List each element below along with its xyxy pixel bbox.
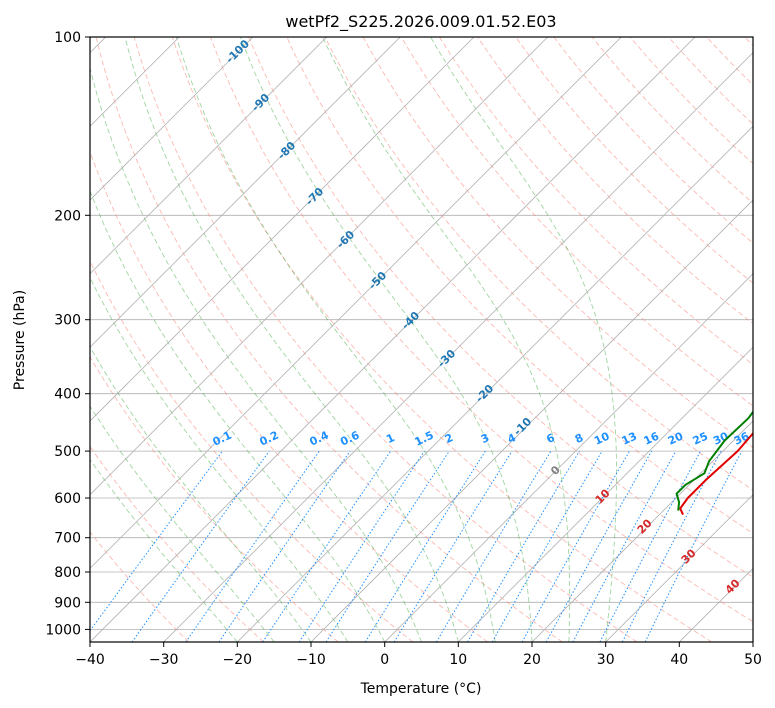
y-tick-label: 500 bbox=[54, 444, 81, 460]
y-tick-label: 600 bbox=[54, 491, 81, 507]
x-tick-label: −40 bbox=[75, 652, 105, 668]
temperature-line bbox=[679, 431, 753, 516]
dry-adiabat bbox=[439, 37, 753, 365]
mixing-ratio-line bbox=[644, 450, 743, 642]
mixing-ratio-label: 13 bbox=[620, 430, 639, 448]
x-tick-label: −10 bbox=[296, 652, 326, 668]
moist-adiabat bbox=[90, 458, 238, 642]
mixing-ratio-line bbox=[262, 450, 392, 642]
y-tick-label: 700 bbox=[54, 531, 81, 547]
pressure-gridlines bbox=[90, 37, 753, 630]
mixing-ratio-line bbox=[521, 450, 630, 642]
y-tick-label: 900 bbox=[54, 595, 81, 611]
dry-adiabat bbox=[248, 37, 753, 578]
dry-adiabat bbox=[324, 37, 753, 491]
skewed-isotherm bbox=[90, 37, 548, 496]
mixing-ratio-line bbox=[393, 450, 513, 642]
mixing-ratio-line bbox=[131, 450, 270, 642]
moist-adiabat bbox=[239, 37, 533, 642]
plot-area: -100-90-80-70-60-50-40-30-20-1000.1 0.2 0.… bbox=[90, 37, 753, 642]
moist-adiabat bbox=[430, 37, 617, 642]
mixing-ratio-line bbox=[435, 450, 552, 642]
x-tick-label: 30 bbox=[597, 652, 615, 668]
x-tick-label: −20 bbox=[223, 652, 253, 668]
moist-adiabat bbox=[90, 405, 275, 642]
dry-adiabat bbox=[171, 37, 712, 642]
mixing-ratio-line bbox=[185, 450, 320, 642]
x-tick-label: 10 bbox=[449, 652, 467, 668]
skewed-isotherm bbox=[90, 37, 696, 642]
y-tick-label: 400 bbox=[54, 387, 81, 403]
y-tick-label: 100 bbox=[54, 30, 81, 46]
dry-adiabat bbox=[90, 356, 339, 642]
skewed-isotherm bbox=[163, 52, 753, 642]
mixing-ratio-line bbox=[298, 450, 425, 642]
mixing-ratio-label: 20 bbox=[666, 429, 686, 447]
skewed-isotherm bbox=[605, 494, 753, 642]
mixing-ratio-line bbox=[621, 450, 722, 642]
y-tick-label: 1000 bbox=[45, 622, 81, 638]
mixing-ratio-line bbox=[572, 450, 677, 642]
mixing-ratio-label: 36 bbox=[732, 429, 752, 447]
mixing-ratio-line bbox=[364, 450, 486, 642]
skewed-isotherm bbox=[90, 37, 254, 201]
skewed-isotherm bbox=[90, 37, 401, 348]
mixing-ratio-label: 30 bbox=[711, 429, 731, 447]
moist-adiabat bbox=[175, 37, 496, 642]
mixing-ratio-lines bbox=[90, 450, 743, 642]
moist-adiabat bbox=[322, 37, 571, 642]
y-tick-label: 800 bbox=[54, 565, 81, 581]
y-axis-label: Pressure (hPa) bbox=[12, 290, 28, 390]
skewed-isotherm bbox=[237, 125, 753, 642]
mixing-ratio-line bbox=[545, 450, 653, 642]
dry-adiabats bbox=[90, 37, 753, 642]
x-tick-label: −30 bbox=[149, 652, 179, 668]
chart-title: wetPf2_S225.2026.009.01.52.E03 bbox=[285, 12, 556, 32]
skewed-isotherm bbox=[384, 273, 753, 642]
moist-adiabats bbox=[90, 37, 617, 642]
x-axis: −40 −30 −20 −10 0 10 20 30 40 50 bbox=[75, 642, 762, 668]
mixing-ratio-label: 25 bbox=[691, 430, 710, 448]
moist-adiabat bbox=[90, 190, 386, 642]
dewpoint-line bbox=[675, 410, 753, 511]
mixing-ratio-line bbox=[599, 450, 701, 642]
dry-adiabat bbox=[95, 37, 563, 642]
moist-adiabat bbox=[90, 66, 422, 642]
x-axis-label: Temperature (°C) bbox=[360, 681, 482, 697]
skewed-isotherm bbox=[90, 37, 475, 422]
dry-adiabat bbox=[515, 37, 753, 284]
mixing-ratio-line bbox=[325, 450, 450, 642]
sounding-series bbox=[675, 410, 753, 516]
dry-adiabat bbox=[400, 37, 753, 407]
skewed-isotherms bbox=[90, 37, 753, 642]
moist-adiabat bbox=[90, 276, 349, 642]
x-tick-label: 40 bbox=[670, 652, 688, 668]
x-tick-label: 20 bbox=[523, 652, 541, 668]
dry-adiabat bbox=[90, 445, 264, 642]
dry-adiabat bbox=[90, 531, 190, 642]
dry-adiabat bbox=[210, 37, 753, 623]
skewed-isotherm bbox=[458, 346, 753, 642]
mixing-ratio-line bbox=[90, 450, 223, 632]
y-axis: 100 200 300 400 500 600 700 800 900 1000 bbox=[45, 30, 90, 638]
mixing-ratio-label: 10 bbox=[592, 429, 612, 447]
mixing-ratio-line bbox=[218, 450, 351, 642]
moist-adiabat bbox=[124, 37, 459, 642]
plot-frame bbox=[89, 36, 754, 643]
dry-adiabat bbox=[133, 37, 638, 642]
y-tick-label: 200 bbox=[54, 208, 81, 224]
mixing-ratio-label: 16 bbox=[642, 429, 662, 447]
y-tick-label: 300 bbox=[54, 313, 81, 329]
skewed-isotherm bbox=[90, 37, 622, 569]
skewed-isotherm bbox=[90, 37, 327, 275]
x-tick-label: 0 bbox=[380, 652, 389, 668]
skewed-isotherm bbox=[531, 420, 753, 642]
skewed-isotherm bbox=[310, 199, 753, 642]
dry-adiabat bbox=[90, 150, 488, 642]
x-tick-label: 50 bbox=[744, 652, 762, 668]
